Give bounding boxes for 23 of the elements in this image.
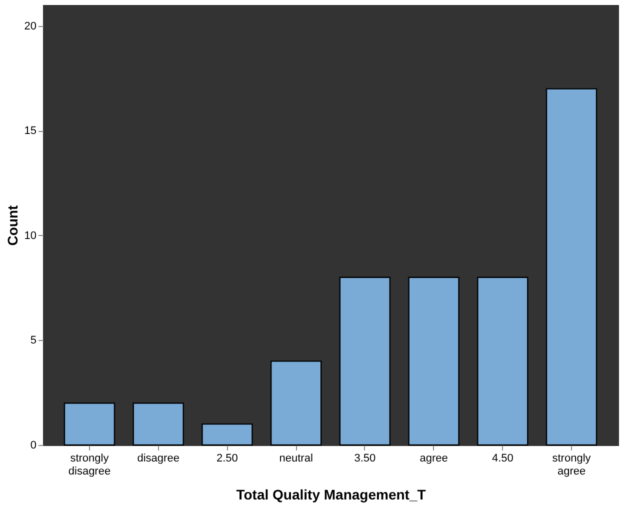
- x-tick-label: neutral: [279, 452, 313, 464]
- x-tick-label: disagree: [137, 452, 180, 464]
- y-tick-label: 5: [30, 334, 36, 347]
- x-axis-title: Total Quality Management_T: [236, 486, 426, 502]
- x-tick-label: agree: [420, 452, 448, 464]
- y-tick-label: 20: [24, 20, 36, 32]
- y-tick-label: 0: [30, 440, 36, 452]
- bar: [408, 276, 460, 446]
- x-tick-label: 3.50: [354, 452, 376, 464]
- x-tick-label: 4.50: [492, 452, 514, 464]
- x-tick-label: strongly disagree: [68, 452, 111, 478]
- bar: [202, 423, 253, 446]
- y-axis-title: Count: [4, 204, 20, 246]
- y-tick-label: 15: [24, 125, 36, 138]
- bar: [477, 276, 528, 446]
- x-tick-label: 2.50: [216, 452, 238, 464]
- x-tick-label: strongly agree: [552, 452, 592, 478]
- bar: [339, 276, 391, 446]
- bar: [546, 88, 598, 446]
- y-tick-label: 10: [24, 230, 36, 242]
- bar: [64, 402, 116, 446]
- bar: [270, 360, 322, 446]
- bar: [132, 402, 184, 446]
